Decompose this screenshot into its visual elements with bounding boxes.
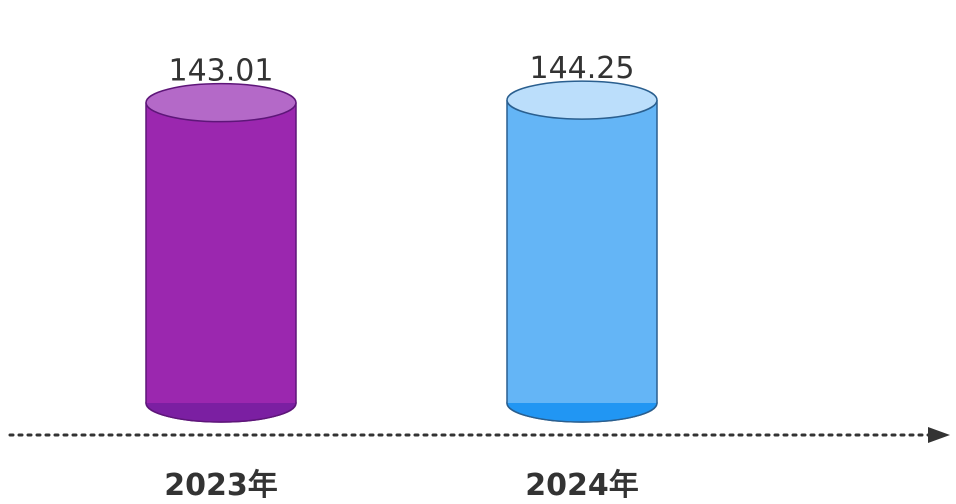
category-label: 2024年 <box>525 468 639 503</box>
bar-top <box>145 82 297 123</box>
bar-top <box>506 80 658 120</box>
bar-2023年 <box>145 82 297 423</box>
bar-2024年 <box>506 80 658 423</box>
category-label: 2023年 <box>164 468 278 503</box>
x-axis-arrow-icon <box>928 427 950 443</box>
value-label: 143.01 <box>169 54 274 89</box>
bar-bottom-front <box>145 402 297 423</box>
value-label: 144.25 <box>530 51 635 86</box>
x-axis <box>8 427 950 443</box>
bar-body <box>146 102 296 403</box>
labels-layer: 143.01 2023年 144.25 2024年 <box>164 51 639 503</box>
bar-bottom-front <box>506 402 658 423</box>
bars-layer <box>145 80 658 423</box>
bar-body <box>507 100 657 403</box>
